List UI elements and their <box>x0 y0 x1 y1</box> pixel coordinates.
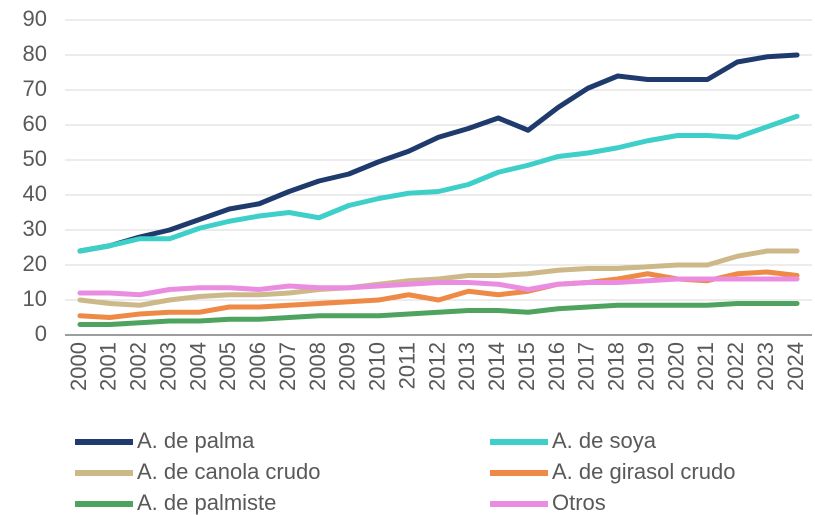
legend-label: A. de palmiste <box>137 490 276 515</box>
legend-label: Otros <box>552 490 606 515</box>
x-tick-label: 2007 <box>275 342 300 391</box>
x-tick-label: 2009 <box>335 342 360 391</box>
y-tick-label: 0 <box>35 321 47 346</box>
x-tick-label: 2022 <box>723 342 748 391</box>
series-line <box>77 276 800 298</box>
x-tick-label: 2013 <box>454 342 479 391</box>
x-tick-label: 2008 <box>305 342 330 391</box>
y-tick-label: 30 <box>23 216 47 241</box>
y-tick-label: 60 <box>23 111 47 136</box>
x-tick-label: 2016 <box>544 342 569 391</box>
series-line <box>77 52 800 254</box>
y-tick-label: 80 <box>23 41 47 66</box>
y-tick-label: 40 <box>23 181 47 206</box>
legend-label: A. de palma <box>137 428 255 453</box>
x-tick-label: 2001 <box>96 342 121 391</box>
x-tick-label: 2014 <box>484 342 509 391</box>
x-tick-label: 2017 <box>574 342 599 391</box>
x-tick-label: 2004 <box>185 342 210 391</box>
series-line <box>77 113 800 254</box>
x-tick-label: 2002 <box>126 342 151 391</box>
x-tick-label: 2019 <box>633 342 658 391</box>
x-tick-label: 2012 <box>424 342 449 391</box>
y-tick-label: 90 <box>23 6 47 31</box>
x-tick-label: 2020 <box>663 342 688 391</box>
x-tick-label: 2021 <box>693 342 718 391</box>
x-tick-label: 2003 <box>155 342 180 391</box>
legend-label: A. de soya <box>552 428 657 453</box>
x-tick-label: 2024 <box>783 342 808 391</box>
x-tick-label: 2023 <box>753 342 778 391</box>
x-tick-label: 2015 <box>514 342 539 391</box>
x-tick-label: 2011 <box>394 342 419 389</box>
y-tick-label: 50 <box>23 146 47 171</box>
x-tick-label: 2006 <box>245 342 270 391</box>
x-tick-label: 2000 <box>66 342 91 391</box>
legend-label: A. de girasol crudo <box>552 459 735 484</box>
y-tick-label: 70 <box>23 76 47 101</box>
x-tick-label: 2018 <box>604 342 629 391</box>
x-tick-label: 2005 <box>215 342 240 391</box>
y-tick-label: 20 <box>23 251 47 276</box>
y-tick-label: 10 <box>23 286 47 311</box>
x-tick-label: 2010 <box>365 342 390 391</box>
series-line <box>77 248 800 308</box>
legend-label: A. de canola crudo <box>137 459 320 484</box>
series-line <box>77 301 800 327</box>
